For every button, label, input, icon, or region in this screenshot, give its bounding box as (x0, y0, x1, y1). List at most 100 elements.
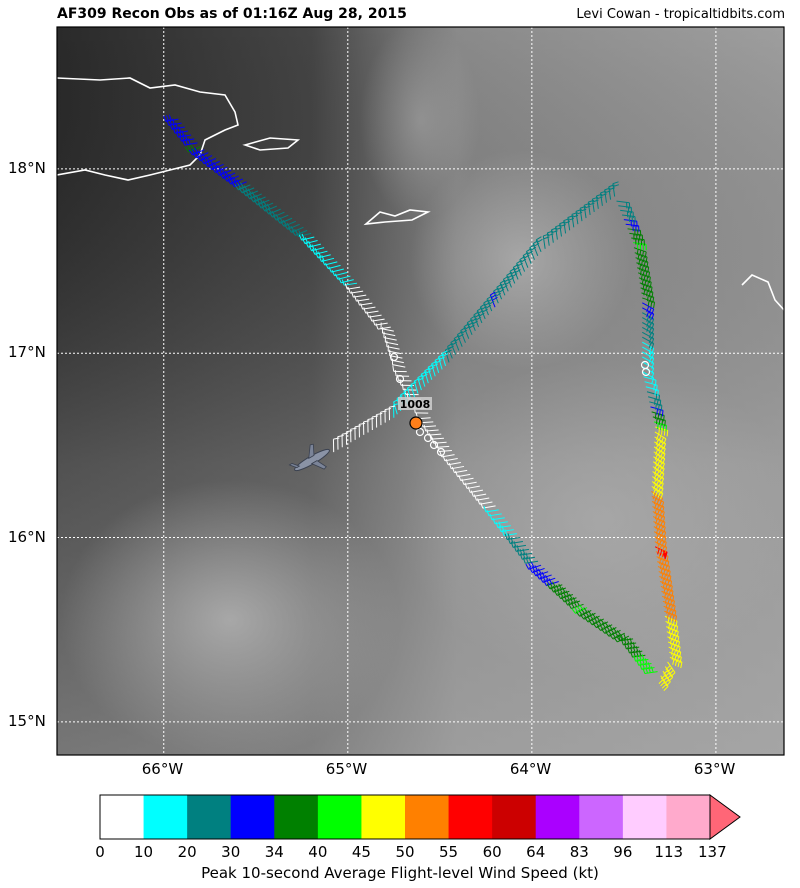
wind-barb (539, 575, 556, 583)
wind-barb (643, 376, 657, 387)
center-fix-marker: 1008 (398, 397, 432, 430)
colorbar-segment (579, 795, 624, 839)
wind-barb (657, 566, 671, 578)
wind-barb (653, 451, 666, 465)
wind-barb (653, 526, 667, 539)
wind-barb (553, 587, 570, 596)
wind-barb (613, 634, 630, 643)
wind-barb (513, 545, 530, 552)
colorbar-segment (492, 795, 537, 839)
lon-tick-label: 64°W (509, 760, 552, 778)
wind-barb (652, 461, 665, 475)
wind-barb (668, 646, 682, 658)
wind-barb (184, 144, 201, 153)
wind-barb (230, 179, 247, 188)
lat-tick-label: 15°N (8, 711, 46, 730)
coastlines (57, 77, 784, 311)
wind-barb (633, 242, 647, 251)
wind-barb (467, 486, 484, 493)
wind-barb (564, 596, 581, 606)
wind-barb (375, 412, 383, 428)
wind-barb (501, 529, 517, 537)
wind-barb (664, 610, 678, 622)
colorbar-tick-label: 10 (134, 843, 154, 861)
colorbar-segment (535, 795, 580, 839)
st-croix-coastline (363, 209, 431, 226)
wind-barb (649, 401, 663, 412)
wind-barb (366, 311, 382, 318)
wind-barb (640, 287, 654, 299)
colorbar-tick-label: 50 (395, 843, 415, 861)
wind-barb (427, 364, 435, 380)
wind-barb (633, 247, 647, 258)
colorbar-frame (99, 794, 711, 840)
wind-barb (341, 279, 358, 286)
wind-barb (337, 435, 344, 450)
wind-barb (629, 232, 644, 241)
colorbar-title: Peak 10-second Average Flight-level Wind… (201, 864, 599, 882)
wind-barb (434, 357, 442, 373)
wind-barb (642, 356, 655, 369)
wind-barb (659, 576, 673, 588)
colorbar-segment (100, 795, 145, 839)
wind-barb (458, 474, 474, 482)
wind-barb (261, 203, 278, 212)
wind-barb (654, 541, 668, 554)
wind-barb (265, 207, 281, 215)
wind-barb (257, 200, 274, 209)
colorbar-tick-label: 45 (351, 843, 371, 861)
wind-barb (492, 517, 508, 525)
center-fix-dot (409, 416, 423, 430)
wind-barb (659, 581, 673, 593)
wind-barb (618, 205, 633, 214)
wind-barb (653, 521, 666, 533)
colorbar-tick-label: 96 (613, 843, 633, 861)
wind-barb (543, 578, 559, 587)
wind-barb (357, 299, 373, 306)
wind-barb (238, 185, 255, 194)
wind-barb (363, 307, 379, 314)
wind-barb (188, 147, 205, 156)
wind-barb (560, 593, 577, 603)
wind-barb (344, 283, 361, 290)
colorbar-tick-label: 64 (526, 843, 546, 861)
satellite-background (57, 27, 784, 755)
wind-barb (445, 458, 461, 466)
wind-barb (596, 621, 613, 632)
wind-barb (318, 255, 335, 262)
lon-tick-label: 66°W (141, 760, 184, 778)
wind-barb (331, 270, 348, 277)
wind-barb (620, 637, 637, 646)
wind-barb (528, 565, 545, 574)
pressure-label: 1008 (400, 398, 431, 411)
eastern-island-coastline (741, 274, 784, 311)
wind-barb (616, 200, 631, 209)
colorbar-segment (405, 795, 450, 839)
wind-barb (420, 371, 428, 387)
wind-barb (389, 349, 403, 359)
colorbar-segment (143, 795, 188, 839)
wind-barb (182, 138, 198, 146)
wind-barb (642, 346, 655, 360)
wind-barb (442, 454, 458, 462)
wind-barb (642, 326, 655, 340)
wind-barb (550, 583, 566, 593)
wind-barb (280, 219, 297, 227)
wind-barb (380, 322, 394, 332)
wind-barb (669, 656, 683, 669)
wind-barb (637, 267, 651, 279)
puerto-rico-coastline (57, 77, 239, 181)
wind-barb (311, 247, 328, 255)
wind-barb (532, 568, 549, 577)
wind-barb (387, 345, 402, 355)
wind-barbs (163, 114, 683, 691)
wind-barb (651, 481, 664, 495)
colorbar-tick-label: 83 (569, 843, 589, 861)
wind-barb (362, 420, 370, 435)
wind-barb (662, 600, 676, 612)
wind-barb (358, 422, 366, 438)
wind-barb (234, 182, 251, 191)
wind-barb (642, 312, 655, 325)
wind-barb (347, 287, 364, 294)
